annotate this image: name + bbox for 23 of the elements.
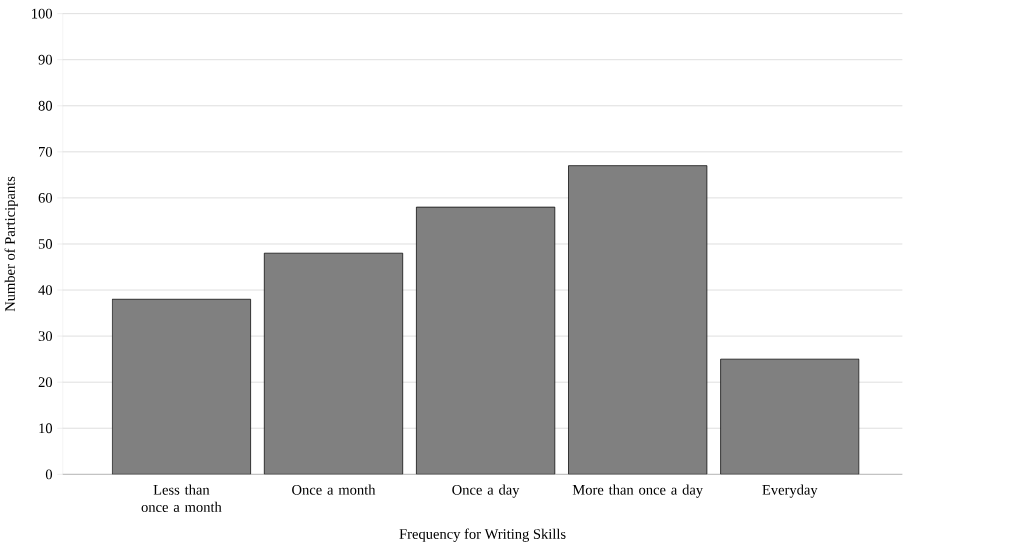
- y-tick-label: 80: [38, 100, 53, 111]
- y-tick-label: 30: [38, 331, 53, 341]
- y-tick-label: 20: [38, 377, 53, 388]
- x-axis-title: Frequency for Writing Skills: [399, 528, 566, 542]
- x-tick-label: More than once a day: [572, 484, 704, 498]
- bar: [263, 252, 404, 475]
- y-tick-label: 60: [38, 192, 53, 203]
- bar: [416, 206, 556, 475]
- x-tick-label: Less than once a month: [141, 484, 222, 512]
- y-tick-label: 10: [39, 423, 53, 434]
- y-tick-label: 40: [38, 285, 53, 295]
- x-tick-label: Everyday: [762, 484, 818, 498]
- bar: [111, 298, 251, 475]
- x-tick-label: Once a month: [292, 484, 376, 495]
- x-tick-label: Once a day: [452, 484, 520, 498]
- bar: [720, 358, 860, 475]
- y-tick-label: 100: [32, 8, 53, 19]
- y-tick-label: 50: [38, 239, 53, 249]
- y-tick-label: 0: [45, 469, 53, 480]
- bar: [568, 165, 708, 475]
- y-axis-title: Number of Participants: [4, 176, 18, 312]
- y-tick-label: 70: [39, 146, 53, 157]
- y-tick-label: 90: [38, 54, 53, 65]
